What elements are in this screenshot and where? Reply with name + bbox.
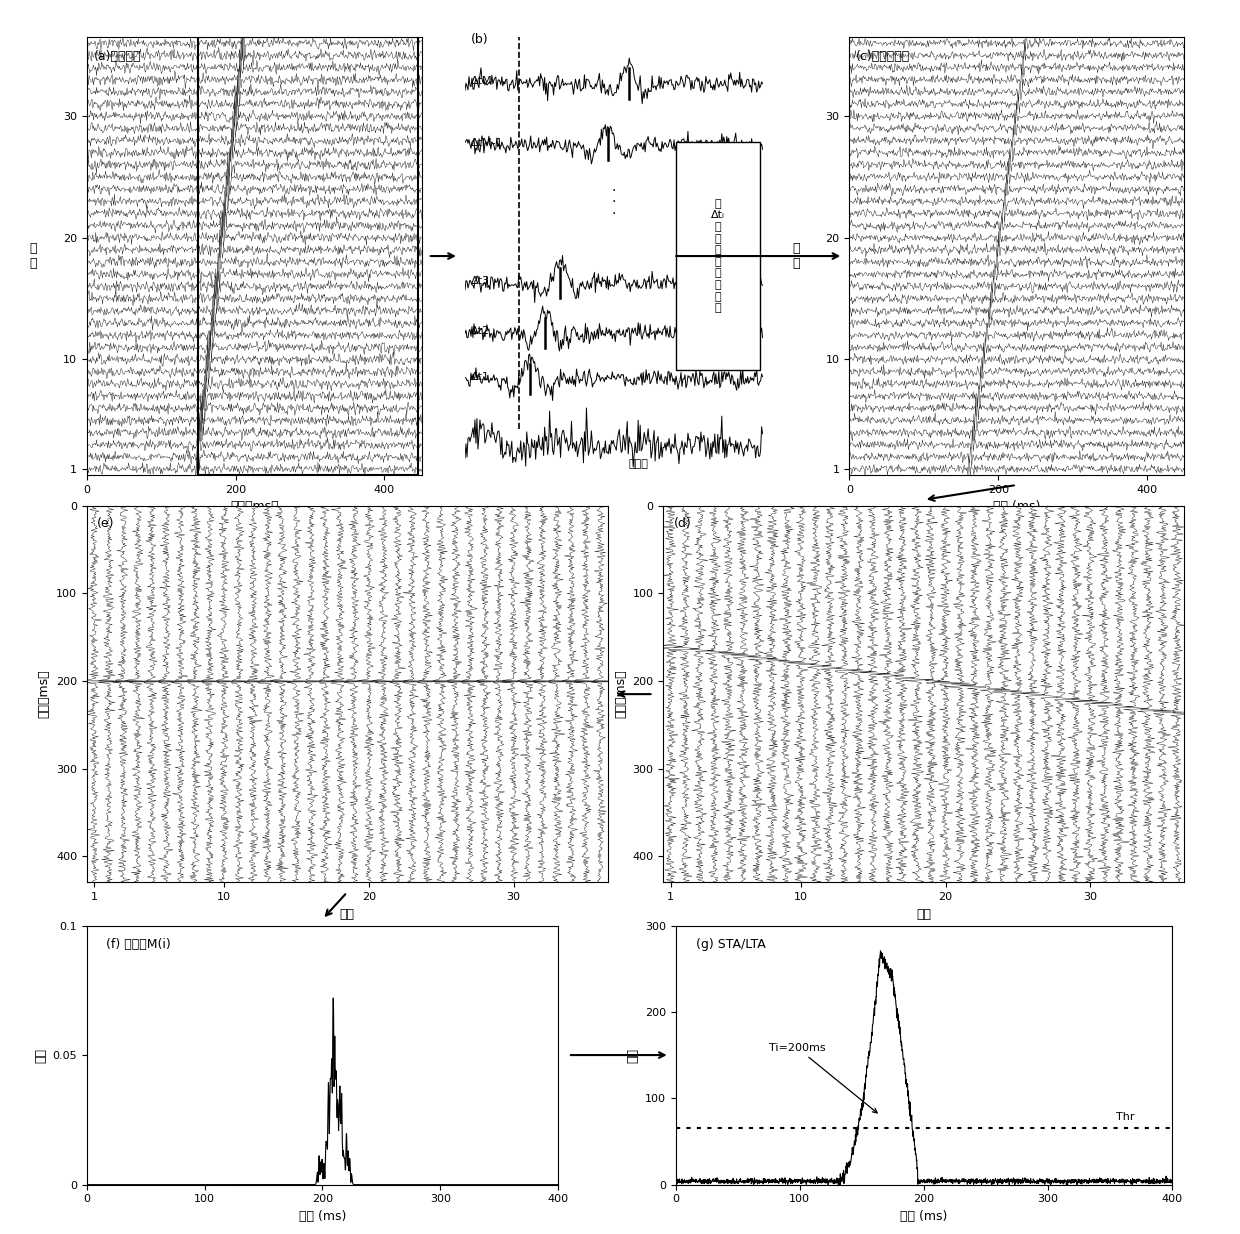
Text: 以
Δtᵢ
时
间
函
数
校
正
数
据: 以 Δtᵢ 时 间 函 数 校 正 数 据 (711, 199, 725, 313)
Text: Δt1: Δt1 (471, 373, 490, 383)
FancyBboxPatch shape (676, 142, 760, 370)
Text: (e): (e) (97, 517, 115, 531)
Text: Thr: Thr (1116, 1112, 1135, 1122)
Text: (d): (d) (673, 517, 692, 531)
Text: .: . (611, 180, 616, 194)
Text: Δt2: Δt2 (471, 326, 490, 336)
Text: Ti=200ms: Ti=200ms (769, 1043, 877, 1113)
Text: ΔtM: ΔtM (471, 77, 492, 86)
X-axis label: 时间 (ms): 时间 (ms) (900, 1209, 947, 1223)
Text: Δt3: Δt3 (471, 276, 490, 286)
X-axis label: 时间 (ms): 时间 (ms) (993, 500, 1040, 513)
Text: (b): (b) (471, 32, 489, 46)
Y-axis label: 道
号: 道 号 (792, 242, 800, 270)
Text: .: . (611, 202, 616, 217)
Text: .: . (611, 191, 616, 205)
Y-axis label: 幅値: 幅値 (626, 1048, 640, 1062)
Text: ΔtM-1: ΔtM-1 (471, 138, 503, 148)
Y-axis label: 时间（ms）: 时间（ms） (614, 670, 627, 718)
X-axis label: 道号: 道号 (340, 907, 355, 921)
Text: (g) STA/LTA: (g) STA/LTA (696, 939, 765, 951)
X-axis label: 时间（ms）: 时间（ms） (229, 500, 279, 513)
Text: (f) 模型道M(i): (f) 模型道M(i) (105, 939, 170, 951)
Y-axis label: 道
号: 道 号 (30, 242, 37, 270)
X-axis label: 道号: 道号 (916, 907, 931, 921)
Y-axis label: 幅値: 幅値 (33, 1048, 47, 1062)
Text: 参考道: 参考道 (629, 459, 649, 469)
Text: (a)射孔信号: (a)射孔信号 (93, 51, 141, 63)
X-axis label: 时间 (ms): 时间 (ms) (299, 1209, 346, 1223)
Y-axis label: 时间（ms）: 时间（ms） (37, 670, 51, 718)
Text: (c)微地震信号: (c)微地震信号 (856, 51, 910, 63)
Bar (198, 37, 418, 475)
